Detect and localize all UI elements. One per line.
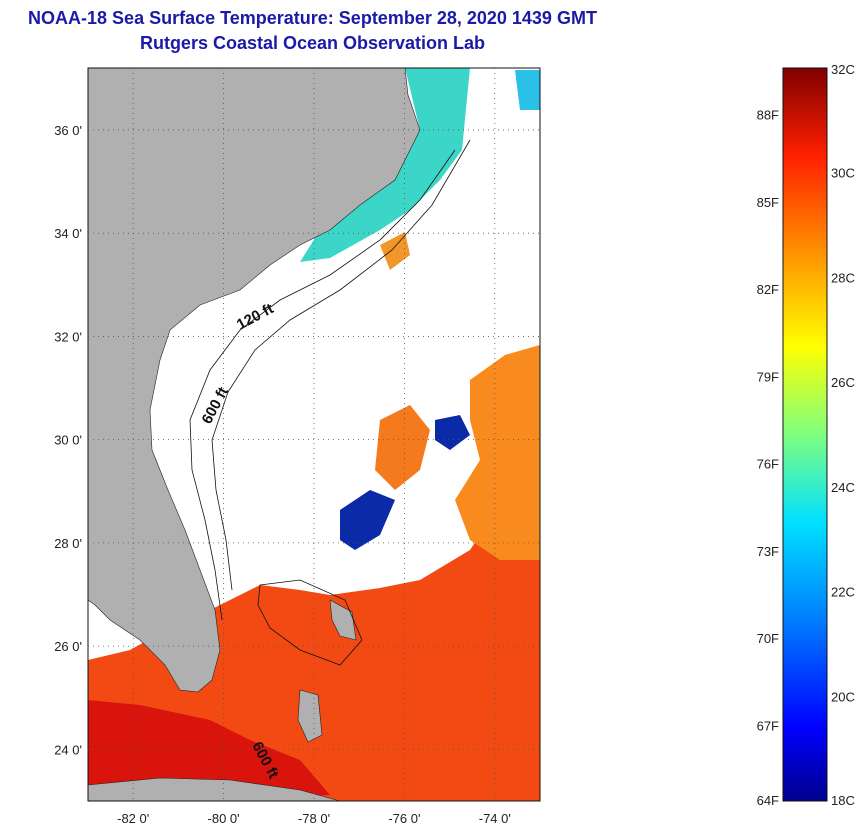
colorbar-fahrenheit-label: 88F [757,108,779,123]
longitude-tick-label: -82 0' [117,811,149,826]
sst-blue-cloud-patch [340,490,395,550]
colorbar-fahrenheit-label: 64F [757,793,779,808]
colorbar-fahrenheit-label: 79F [757,369,779,384]
longitude-tick-label: -80 0' [208,811,240,826]
colorbar-fahrenheit-label: 73F [757,544,779,559]
longitude-tick-label: -76 0' [388,811,420,826]
longitude-axis: -82 0' -80 0' -78 0' -76 0' -74 0' [117,811,511,826]
colorbar-celsius-label: 32C [831,62,855,77]
latitude-tick-label: 32 0' [54,329,82,344]
map-graticule [88,68,540,801]
sst-mid-shelf-orange [380,232,410,270]
sst-blue-cloud-patch-2 [435,415,470,450]
isobath-120ft [189,149,456,621]
map-title: NOAA-18 Sea Surface Temperature: Septemb… [28,8,597,28]
sst-deep-red-region [88,700,330,801]
latitude-tick-label: 28 0' [54,536,82,551]
sst-cool-northeast-patch [515,70,540,110]
bahamas-bank-outline [257,579,363,666]
latitude-tick-label: 30 0' [54,433,82,448]
longitude-tick-label: -78 0' [298,811,330,826]
colorbar-fahrenheit-label: 67F [757,718,779,733]
colorbar-celsius-label: 20C [831,689,855,704]
sst-cool-coastal-shelf [300,68,470,262]
colorbar-fahrenheit-label: 70F [757,631,779,646]
latitude-tick-label: 26 0' [54,639,82,654]
colorbar-fahrenheit-labels: 88F 85F 82F 79F 76F 73F 70F 67F 64F [757,108,779,808]
isobath-600ft [211,139,471,591]
latitude-tick-label: 24 0' [54,742,82,757]
latitude-axis: 36 0' 34 0' 32 0' 30 0' 28 0' 26 0' 24 0' [54,123,82,757]
colorbar-celsius-label: 30C [831,166,855,181]
latitude-tick-label: 36 0' [54,123,82,138]
longitude-tick-label: -74 0' [479,811,511,826]
map-area: 120 ft 600 ft 600 ft [87,67,541,802]
land-bahamas-andros [297,689,323,743]
colorbar-celsius-label: 18C [831,793,855,808]
colorbar-celsius-label: 28C [831,270,855,285]
colorbar-celsius-label: 24C [831,480,855,495]
colorbar-fahrenheit-label: 82F [757,282,779,297]
colorbar-celsius-label: 22C [831,585,855,600]
colorbar-gradient [782,67,828,802]
land-bahamas-abaco [329,599,357,641]
latitude-tick-label: 34 0' [54,226,82,241]
map-subtitle: Rutgers Coastal Ocean Observation Lab [139,33,486,53]
colorbar: 32C 30C 28C 26C 24C 22C 20C 18C 88F 85F 82F 79F 76F… [757,62,855,808]
land-cuba [88,777,341,801]
sst-central-patches [375,405,430,490]
sst-east-orange-region [455,345,540,560]
land-southeast-us [88,68,421,693]
colorbar-fahrenheit-label: 85F [757,195,779,210]
colorbar-celsius-labels: 32C 30C 28C 26C 24C 22C 20C 18C [831,62,855,808]
colorbar-celsius-label: 26C [831,375,855,390]
colorbar-fahrenheit-label: 76F [757,457,779,472]
